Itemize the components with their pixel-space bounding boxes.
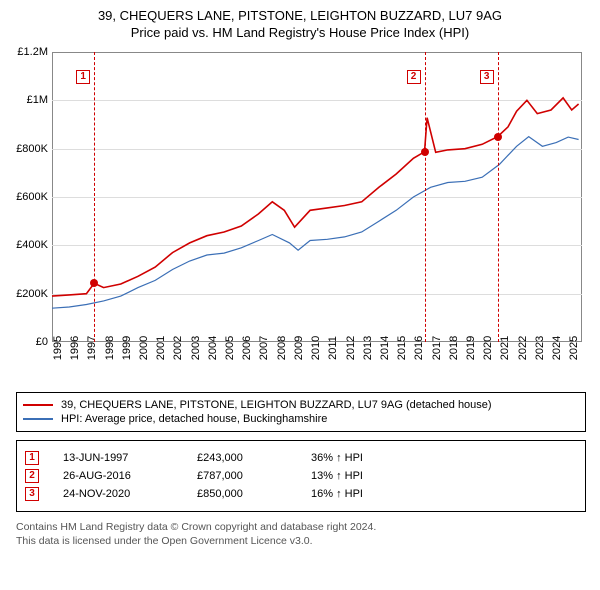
datapoint-pct: 36% ↑ HPI — [311, 452, 411, 464]
datapoint-price: £243,000 — [197, 452, 287, 464]
datapoint-pct: 13% ↑ HPI — [311, 470, 411, 482]
series-svg — [8, 46, 592, 386]
datapoint-date: 24-NOV-2020 — [63, 488, 173, 500]
legend: 39, CHEQUERS LANE, PITSTONE, LEIGHTON BU… — [16, 392, 586, 432]
legend-row: 39, CHEQUERS LANE, PITSTONE, LEIGHTON BU… — [23, 399, 579, 411]
marker-dot-icon — [421, 148, 429, 156]
legend-swatch — [23, 418, 53, 420]
marker-guideline — [425, 52, 426, 342]
legend-label: 39, CHEQUERS LANE, PITSTONE, LEIGHTON BU… — [61, 399, 492, 411]
title-line2: Price paid vs. HM Land Registry's House … — [8, 25, 592, 40]
marker-guideline — [498, 52, 499, 342]
datapoint-price: £787,000 — [197, 470, 287, 482]
datapoint-marker-icon: 2 — [25, 469, 39, 483]
datapoint-date: 26-AUG-2016 — [63, 470, 173, 482]
chart-area: £0£200K£400K£600K£800K£1M£1.2M1995199619… — [8, 46, 592, 386]
datapoint-row: 3 24-NOV-2020 £850,000 16% ↑ HPI — [25, 487, 577, 501]
legend-swatch — [23, 404, 53, 406]
legend-label: HPI: Average price, detached house, Buck… — [61, 413, 327, 425]
series-line — [52, 137, 579, 309]
series-line — [52, 98, 579, 296]
datapoint-marker-icon: 3 — [25, 487, 39, 501]
title-block: 39, CHEQUERS LANE, PITSTONE, LEIGHTON BU… — [8, 8, 592, 40]
datapoint-pct: 16% ↑ HPI — [311, 488, 411, 500]
chart-container: 39, CHEQUERS LANE, PITSTONE, LEIGHTON BU… — [0, 0, 600, 590]
datapoint-row: 1 13-JUN-1997 £243,000 36% ↑ HPI — [25, 451, 577, 465]
marker-label-icon: 1 — [76, 70, 90, 84]
attribution-line1: Contains HM Land Registry data © Crown c… — [16, 520, 586, 534]
marker-guideline — [94, 52, 95, 342]
legend-row: HPI: Average price, detached house, Buck… — [23, 413, 579, 425]
attribution: Contains HM Land Registry data © Crown c… — [16, 520, 586, 548]
title-line1: 39, CHEQUERS LANE, PITSTONE, LEIGHTON BU… — [8, 8, 592, 23]
marker-label-icon: 3 — [480, 70, 494, 84]
datapoint-marker-icon: 1 — [25, 451, 39, 465]
marker-dot-icon — [494, 133, 502, 141]
datapoint-date: 13-JUN-1997 — [63, 452, 173, 464]
attribution-line2: This data is licensed under the Open Gov… — [16, 534, 586, 548]
marker-dot-icon — [90, 279, 98, 287]
marker-label-icon: 2 — [407, 70, 421, 84]
datapoints: 1 13-JUN-1997 £243,000 36% ↑ HPI 2 26-AU… — [16, 440, 586, 512]
datapoint-price: £850,000 — [197, 488, 287, 500]
datapoint-row: 2 26-AUG-2016 £787,000 13% ↑ HPI — [25, 469, 577, 483]
